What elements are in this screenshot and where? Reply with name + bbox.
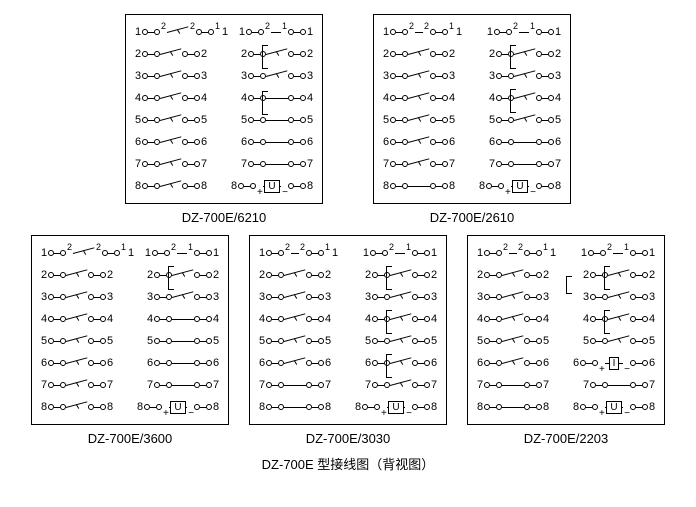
panel-label: DZ-700E/2203 (524, 431, 609, 446)
panel-2203: 1 22 1 1 1 21 1 2 2 2 (467, 235, 665, 446)
bottom-row: 1 22 1 1 1 21 1 2 2 2 (0, 225, 696, 446)
panel-6210: 1 22 1 1 1 21 1 2 2 (125, 14, 323, 225)
panel-label: DZ-700E/2610 (430, 210, 515, 225)
panel-box: 1 22 1 1 1 21 1 2 2 (125, 14, 323, 204)
panel-label: DZ-700E/3600 (88, 431, 173, 446)
panel-2610: 1 22 1 1 1 21 1 2 2 (373, 14, 571, 225)
panel-box: 1 22 1 1 1 21 1 2 2 2 (249, 235, 447, 425)
panel-label: DZ-700E/3030 (306, 431, 391, 446)
panel-label: DZ-700E/6210 (182, 210, 267, 225)
u-box: U (606, 401, 621, 414)
u-box: U (388, 401, 403, 414)
panel-3030: 1 22 1 1 1 21 1 2 2 2 (249, 235, 447, 446)
panel-box: 1 22 1 1 1 21 1 2 2 2 (31, 235, 229, 425)
i-box: I (609, 357, 620, 370)
u-box: U (512, 180, 527, 193)
top-row: 1 22 1 1 1 21 1 2 2 (0, 0, 696, 225)
figure-caption: DZ-700E 型接线图（背视图） (0, 454, 696, 473)
panel-box: 1 22 1 1 1 21 1 2 2 (373, 14, 571, 204)
panel-3600: 1 22 1 1 1 21 1 2 2 2 (31, 235, 229, 446)
u-box: U (170, 401, 185, 414)
panel-box: 1 22 1 1 1 21 1 2 2 2 (467, 235, 665, 425)
u-box: U (264, 180, 279, 193)
